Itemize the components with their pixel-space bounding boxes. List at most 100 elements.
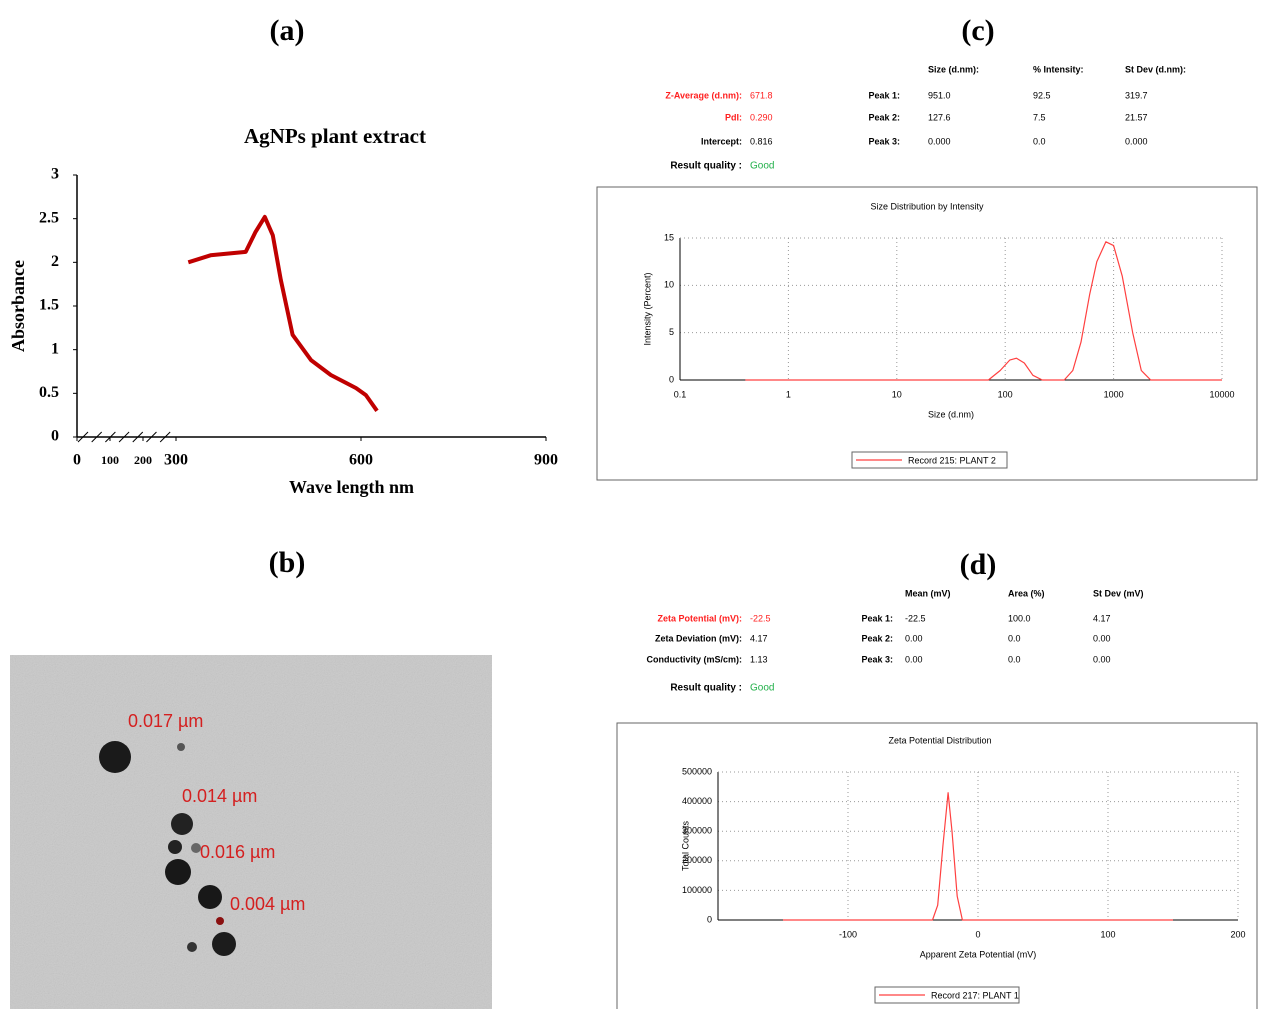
x-tick-label: 300 (164, 452, 188, 469)
y-tick-label: 0 (669, 374, 674, 384)
y-tick-label: 0 (51, 428, 59, 445)
legend-label: Record 217: PLANT 1 (931, 990, 1019, 1000)
x-axis-label: Apparent Zeta Potential (mV) (920, 949, 1037, 959)
x-tick-label: 600 (349, 452, 373, 469)
y-axis-label: Absorbance (8, 260, 28, 352)
y-tick-label: 0.5 (39, 384, 59, 401)
peak-value: 4.17 (1093, 613, 1111, 623)
result-value: 1.13 (750, 654, 768, 664)
peak-value: -22.5 (905, 613, 926, 623)
y-tick-label: 0 (707, 914, 712, 924)
peak-value: 951.0 (928, 90, 951, 100)
quality-value: Good (750, 161, 774, 172)
x-tick-label: 200 (1230, 929, 1245, 939)
result-value: 4.17 (750, 633, 768, 643)
column-header: Size (d.nm): (928, 64, 979, 74)
y-tick-label: 10 (664, 280, 674, 290)
y-tick-label: 5 (669, 327, 674, 337)
x-axis-label: Size (d.nm) (928, 409, 974, 419)
peak-value: 0.00 (905, 633, 923, 643)
scale-label: 0.004 µm (230, 894, 305, 914)
y-tick-label: 1.5 (39, 297, 59, 314)
x-tick-label: 0 (975, 929, 980, 939)
x-tick-label: 10 (892, 389, 902, 399)
figure: (a)(b)(c)(d)0.017 µm0.014 µm0.016 µm0.00… (0, 0, 1271, 1009)
x-tick-label: 1000 (1104, 389, 1124, 399)
x-tick-label: 1 (786, 389, 791, 399)
panel-label: (a) (270, 14, 305, 47)
y-tick-label: 3 (51, 166, 59, 183)
x-tick-label: -100 (839, 929, 857, 939)
result-label: Zeta Deviation (mV): (655, 633, 742, 643)
x-tick-label: 0 (73, 452, 81, 469)
panel-label: (c) (961, 14, 994, 47)
column-header: St Dev (d.nm): (1125, 64, 1186, 74)
scale-label: 0.016 µm (200, 842, 275, 862)
x-tick-label: 100 (1100, 929, 1115, 939)
y-tick-label: 15 (664, 232, 674, 242)
panel-label: (b) (269, 546, 306, 579)
result-label: Intercept: (701, 136, 742, 146)
panel-label: (d) (960, 548, 997, 581)
y-tick-label: 2.5 (39, 209, 59, 226)
peak-value: 100.0 (1008, 613, 1031, 623)
y-axis-label: Total Counts (680, 820, 690, 871)
legend-label: Record 215: PLANT 2 (908, 455, 996, 465)
peak-value: 319.7 (1125, 90, 1148, 100)
peak-value: 7.5 (1033, 112, 1046, 122)
y-tick-label: 500000 (682, 766, 712, 776)
column-header: Area (%) (1008, 588, 1045, 598)
peak-label: Peak 3: (868, 136, 900, 146)
x-tick-label: 0.1 (674, 389, 687, 399)
scale-label: 0.014 µm (182, 786, 257, 806)
tem-image (10, 655, 492, 1009)
result-value: 0.290 (750, 112, 773, 122)
y-tick-label: 2 (51, 253, 59, 270)
chart-title: Size Distribution by Intensity (870, 201, 984, 211)
result-value: 671.8 (750, 90, 773, 100)
peak-label: Peak 1: (861, 613, 893, 623)
peak-value: 0.0 (1008, 633, 1021, 643)
x-tick-label: 200 (134, 453, 152, 467)
quality-label: Result quality : (670, 161, 742, 172)
data-line (745, 242, 1222, 380)
peak-label: Peak 3: (861, 654, 893, 664)
y-tick-label: 1 (51, 340, 59, 357)
result-label: Zeta Potential (mV): (657, 613, 742, 623)
y-axis-label: Intensity (Percent) (642, 272, 652, 345)
result-label: Z-Average (d.nm): (665, 90, 742, 100)
peak-value: 0.000 (1125, 136, 1148, 146)
result-value: 0.816 (750, 136, 773, 146)
scale-label: 0.017 µm (128, 711, 203, 731)
peak-value: 92.5 (1033, 90, 1051, 100)
chart-title: Zeta Potential Distribution (888, 735, 991, 745)
column-header: % Intensity: (1033, 64, 1084, 74)
result-label: Conductivity (mS/cm): (646, 654, 742, 664)
chart-frame (597, 187, 1257, 480)
quality-value: Good (750, 683, 774, 694)
y-tick-label: 100000 (682, 885, 712, 895)
y-tick-label: 400000 (682, 796, 712, 806)
x-tick-label: 900 (534, 452, 558, 469)
peak-value: 0.00 (1093, 654, 1111, 664)
result-label: PdI: (725, 112, 742, 122)
peak-value: 0.0 (1033, 136, 1046, 146)
peak-value: 0.000 (928, 136, 951, 146)
peak-label: Peak 2: (868, 112, 900, 122)
peak-value: 127.6 (928, 112, 951, 122)
x-tick-label: 100 (101, 453, 119, 467)
column-header: Mean (mV) (905, 588, 951, 598)
data-line (188, 217, 377, 411)
peak-value: 0.00 (905, 654, 923, 664)
x-tick-label: 100 (998, 389, 1013, 399)
result-value: -22.5 (750, 613, 771, 623)
chart-title: AgNPs plant extract (244, 124, 426, 148)
column-header: St Dev (mV) (1093, 588, 1144, 598)
peak-value: 0.0 (1008, 654, 1021, 664)
quality-label: Result quality : (670, 683, 742, 694)
peak-value: 21.57 (1125, 112, 1148, 122)
x-tick-label: 10000 (1209, 389, 1234, 399)
chart-frame (617, 723, 1257, 1009)
peak-label: Peak 1: (868, 90, 900, 100)
x-axis-label: Wave length nm (289, 477, 414, 497)
